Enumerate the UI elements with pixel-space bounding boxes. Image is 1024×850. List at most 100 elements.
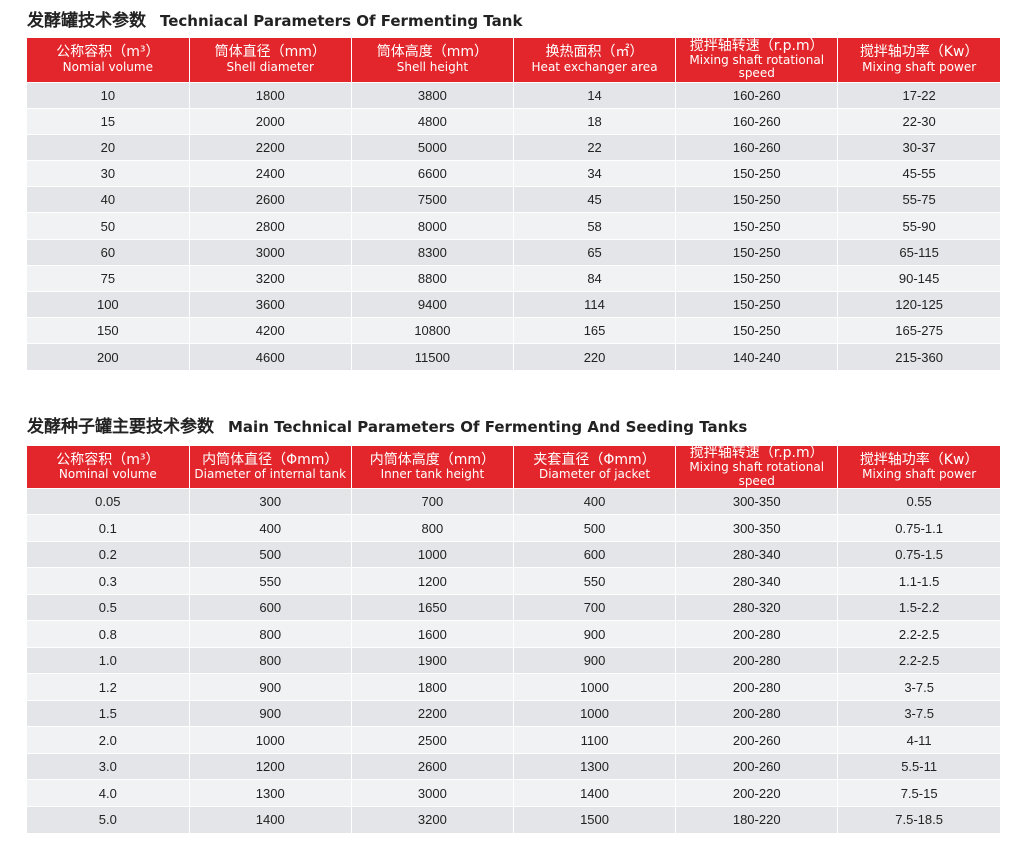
cell: 215-360 [837,343,1000,371]
cell: 0.3 [27,567,190,595]
cell: 160-260 [675,133,838,161]
cell: 150-250 [675,160,838,187]
cell: 30 [27,160,190,187]
cell: 150-250 [675,238,838,266]
table-section: 发酵罐技术参数 Techniacal Parameters Of Fermenti… [27,6,1000,371]
cell: 60 [27,238,190,266]
cell: 150-250 [675,212,838,240]
cell: 4-11 [837,726,1000,754]
section-title: 发酵罐技术参数 Techniacal Parameters Of Fermenti… [27,6,1000,31]
cell: 65 [512,238,676,266]
cell: 280-340 [675,540,838,568]
header-cell: 搅拌轴功率（Kw） Mixing shaft power [837,446,1000,489]
header-cn: 筒体直径（mm） [214,44,326,61]
data-row: 3.0 1200 2600 1300 200-260 5.5-11 [27,752,1000,780]
cell: 0.55 [837,487,1000,515]
cell: 1.0 [27,646,190,674]
header-en: Inner tank height [380,466,485,481]
cell: 2800 [188,212,352,240]
cell: 5000 [350,133,514,161]
header-cell: 搅拌轴转速（r.p.m） Mixing shaft rotational spee… [675,38,838,82]
cell: 180-220 [675,805,838,833]
cell: 3800 [350,81,514,109]
cell: 3200 [350,805,514,833]
cell: 500 [188,540,352,568]
data-row: 75 3200 8800 84 150-250 90-145 [27,264,1000,292]
cell: 9400 [350,290,514,318]
header-cn: 筒体高度（mm） [376,44,489,61]
cell: 300-350 [675,514,838,542]
data-row: 10 1800 3800 14 160-260 17-22 [27,81,1000,109]
data-table: 公称容积（m³） Nomial volume 筒体直径（mm） Shell diame… [27,38,1000,371]
cell: 1000 [188,726,352,754]
data-row: 200 4600 11500 220 140-240 215-360 [27,343,1000,371]
cell: 100 [27,290,190,318]
cell: 0.75-1.1 [837,514,1000,542]
cell: 17-22 [837,81,1000,109]
header-cn: 夹套直径（Φmm） [533,451,656,468]
header-cell: 搅拌轴转速（r.p.m） Mixing shaft rotational spee… [675,445,838,489]
table-section: 发酵种子罐主要技术参数 Main Technical Parameters Of … [27,412,1000,833]
cell: 8300 [350,238,514,266]
cell: 50 [27,212,190,240]
cell: 200-220 [675,779,838,807]
header-cn: 公称容积（m³） [56,451,160,468]
header-row: 公称容积（m³） Nominal volume 内筒体直径（Φmm） Diameter… [27,445,1000,489]
cell: 10800 [350,317,514,344]
cell: 2000 [188,107,352,135]
cell: 84 [512,264,676,292]
data-row: 0.5 600 1650 700 280-320 1.5-2.2 [27,593,1000,621]
cell: 800 [188,620,352,648]
cell: 1500 [512,805,676,833]
data-row: 4.0 1300 3000 1400 200-220 7.5-15 [27,779,1000,807]
cell: 1000 [350,540,514,568]
section-title: 发酵种子罐主要技术参数 Main Technical Parameters Of … [27,412,1000,437]
header-cn: 内筒体直径（Φmm） [202,451,339,468]
cell: 3-7.5 [837,699,1000,727]
data-row: 40 2600 7500 45 150-250 55-75 [27,186,1000,213]
cell: 160-260 [675,107,838,135]
cell: 900 [512,620,676,648]
header-cell: 内筒体高度（mm） Inner tank height [350,446,514,489]
cell: 0.1 [27,514,190,542]
header-cn: 换热面积（㎡） [545,44,644,61]
cell: 3600 [188,290,352,318]
cell: 3000 [350,779,514,807]
cell: 114 [512,290,676,318]
cell: 1.5-2.2 [837,593,1000,621]
cell: 1800 [188,81,352,109]
cell: 200-280 [675,673,838,701]
header-cell: 筒体高度（mm） Shell height [350,38,514,82]
cell: 4200 [188,317,352,344]
cell: 120-125 [837,290,1000,318]
cell: 3200 [188,264,352,292]
data-row: 1.5 900 2200 1000 200-280 3-7.5 [27,699,1000,727]
cell: 22-30 [837,107,1000,135]
cell: 140-240 [675,343,838,371]
cell: 22 [512,133,676,161]
header-cell: 内筒体直径（Φmm） Diameter of internal tank [188,446,352,489]
cell: 10 [27,81,190,109]
header-cn: 搅拌轴转速（r.p.m） [689,445,824,461]
cell: 1400 [512,779,676,807]
header-en: Shell height [396,59,469,74]
cell: 2.2-2.5 [837,646,1000,674]
cell: 200-280 [675,620,838,648]
cell: 200-280 [675,699,838,727]
cell: 58 [512,212,676,240]
cell: 1.2 [27,673,190,701]
cell: 3.0 [27,752,190,780]
cell: 150 [27,317,190,344]
data-row: 60 3000 8300 65 150-250 65-115 [27,238,1000,266]
header-en: Nominal volume [58,466,157,481]
cell: 3-7.5 [837,673,1000,701]
cell: 0.8 [27,620,190,648]
header-en: Heat exchanger area [531,59,658,74]
cell: 14 [512,81,676,109]
data-table: 公称容积（m³） Nominal volume 内筒体直径（Φmm） Diameter… [27,445,1000,833]
cell: 7.5-15 [837,779,1000,807]
cell: 700 [512,593,676,621]
cell: 150-250 [675,264,838,292]
title-en: Techniacal Parameters Of Fermenting Tank [160,12,523,30]
cell: 1000 [512,673,676,701]
